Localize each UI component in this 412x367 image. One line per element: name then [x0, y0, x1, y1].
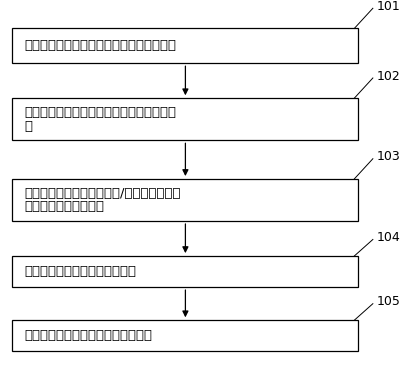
Text: 同源油藏，筛选异构化与轻/重比指标，建立: 同源油藏，筛选异构化与轻/重比指标，建立	[25, 186, 181, 200]
FancyBboxPatch shape	[12, 320, 358, 352]
Text: 动力条件分析及判识，划分动力系统: 动力条件分析及判识，划分动力系统	[25, 329, 153, 342]
Text: 分析趋势线走向变化的影响因素: 分析趋势线走向变化的影响因素	[25, 265, 137, 278]
FancyBboxPatch shape	[12, 29, 358, 63]
Text: 其随深度的变化趋势线: 其随深度的变化趋势线	[25, 200, 105, 214]
Text: 104: 104	[377, 231, 401, 244]
FancyBboxPatch shape	[12, 98, 358, 140]
FancyBboxPatch shape	[12, 256, 358, 287]
Text: 油藏样品分析及油源对比，按油源将油藏分: 油藏样品分析及油源对比，按油源将油藏分	[25, 106, 177, 119]
Text: 烃源岩层位的分类标定及生物标志特征分析: 烃源岩层位的分类标定及生物标志特征分析	[25, 39, 177, 52]
Text: 类: 类	[25, 120, 33, 133]
Text: 105: 105	[377, 295, 401, 308]
FancyBboxPatch shape	[12, 179, 358, 221]
Text: 102: 102	[377, 70, 401, 83]
Text: 103: 103	[377, 150, 401, 163]
Text: 101: 101	[377, 0, 401, 13]
